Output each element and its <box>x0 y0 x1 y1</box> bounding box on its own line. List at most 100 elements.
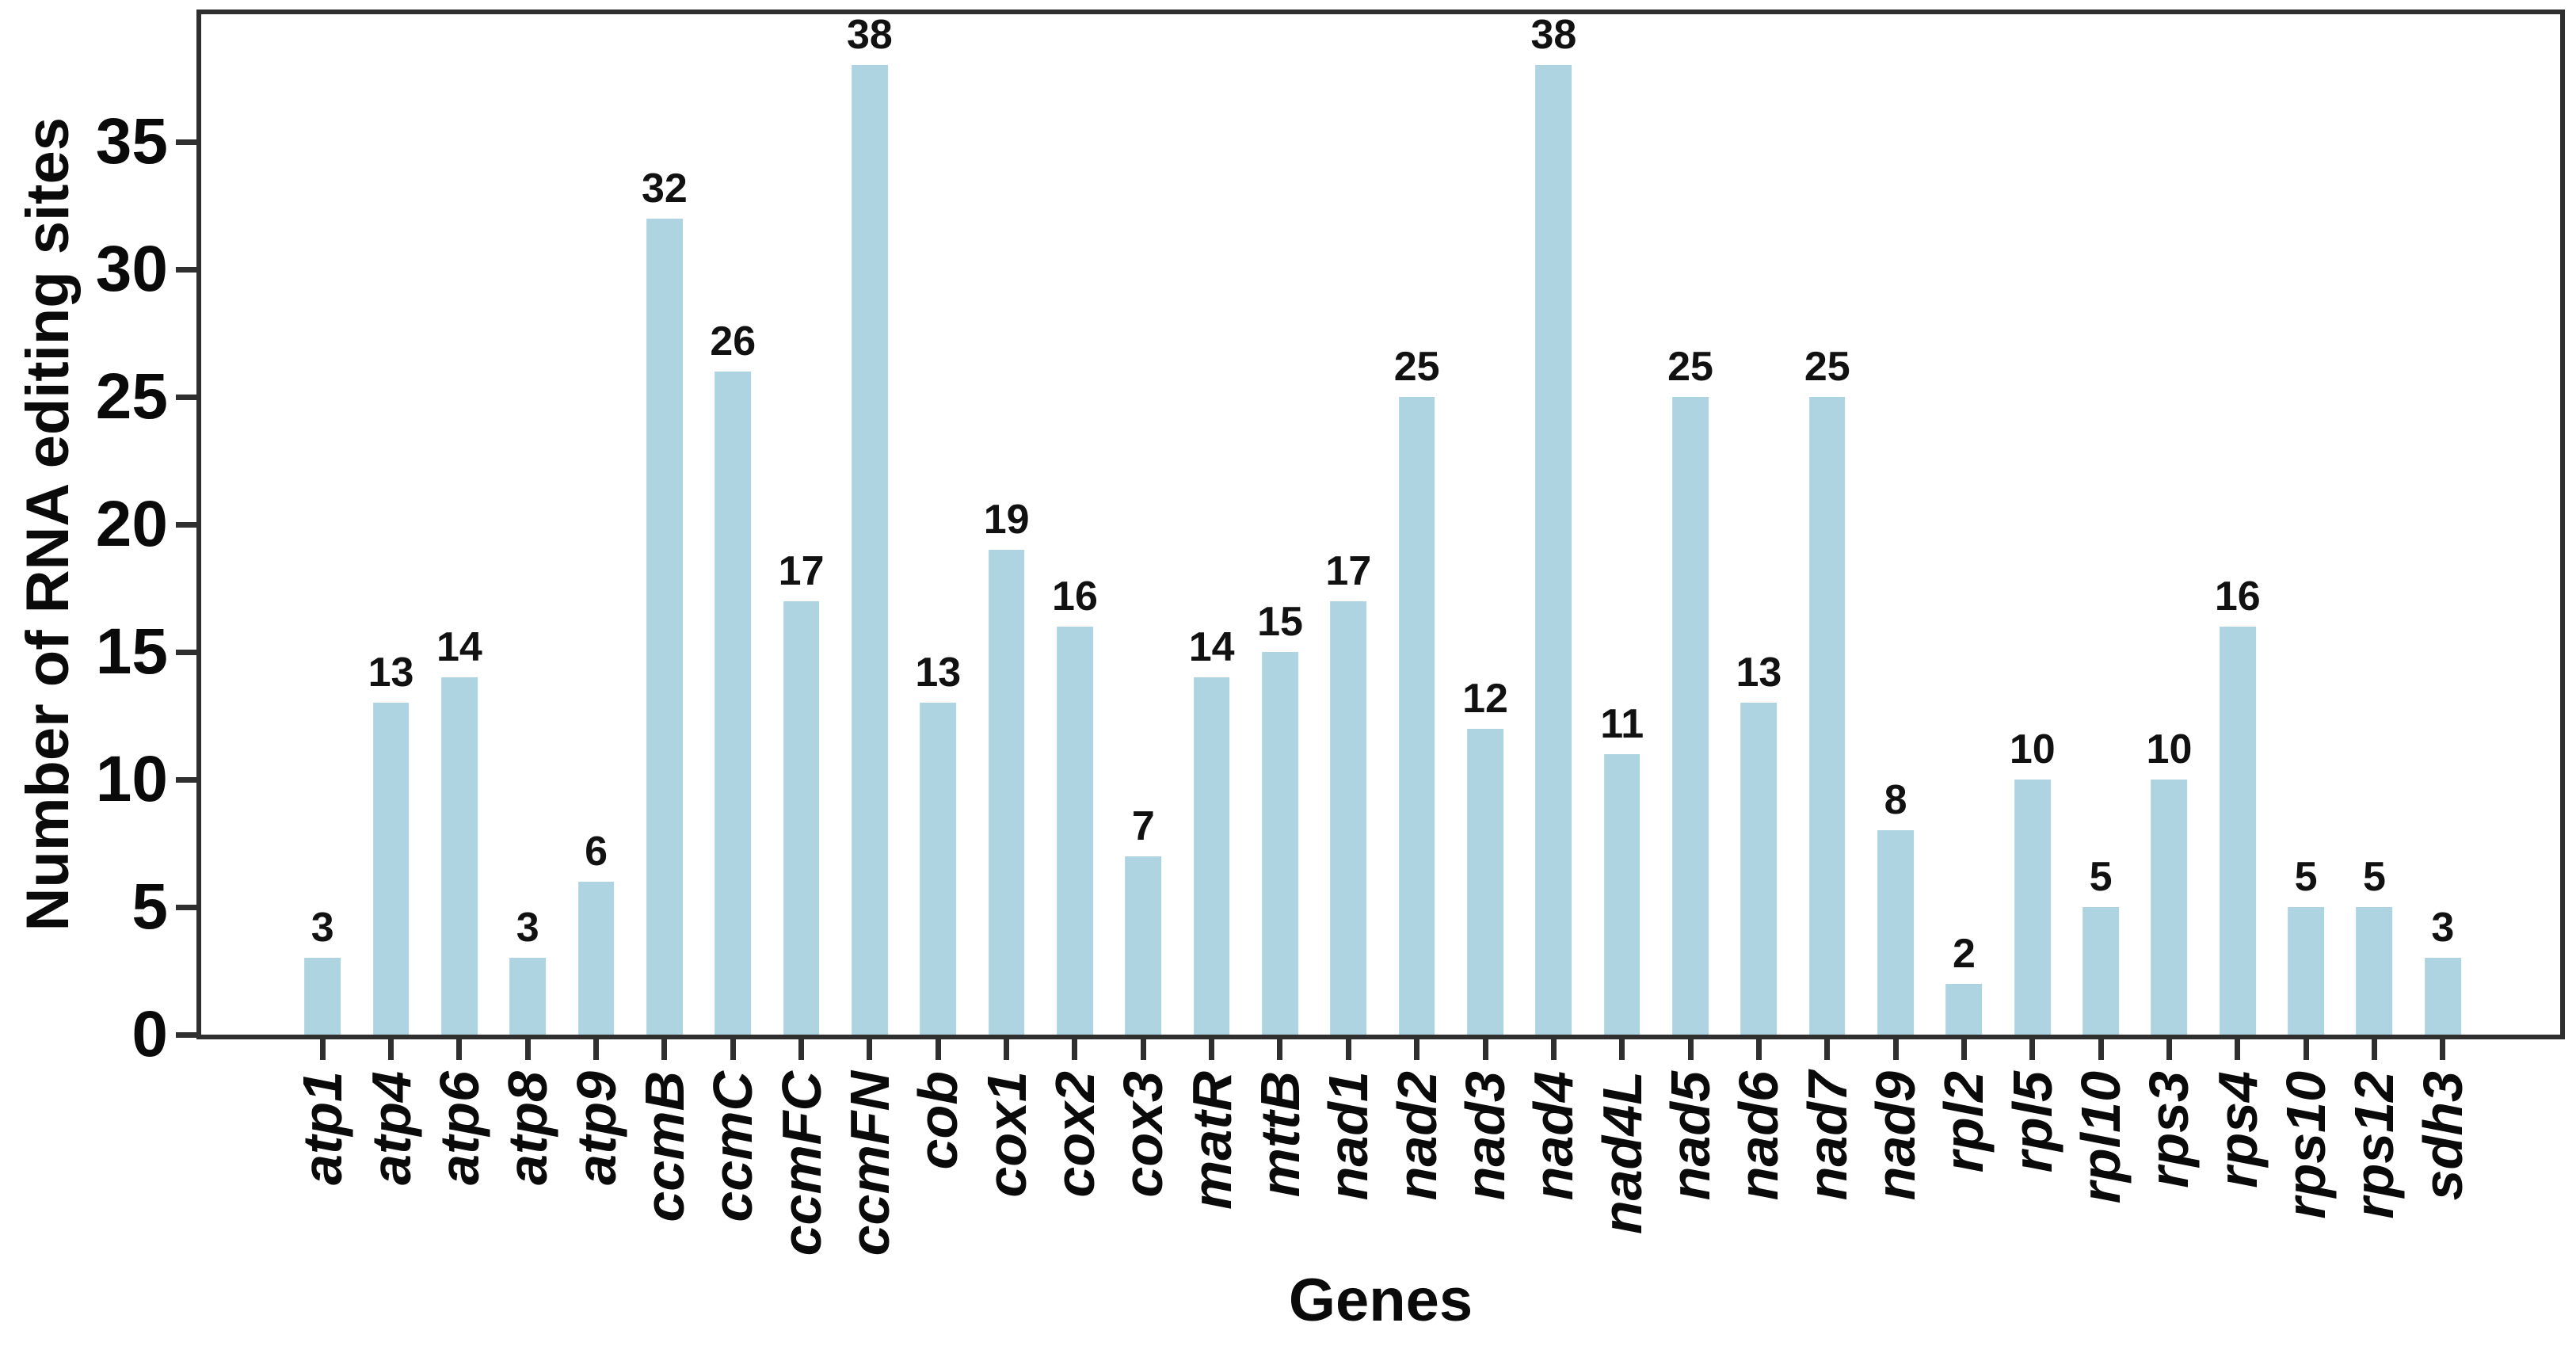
x-slot-rpl2: rpl2 <box>1930 1039 1998 1340</box>
bar-nad9 <box>1877 830 1914 1035</box>
x-tick-mark <box>388 1039 394 1060</box>
bar-atp6 <box>440 677 478 1035</box>
x-tick-mark <box>935 1039 941 1060</box>
x-tick-label-atp8: atp8 <box>497 1071 559 1185</box>
bar-nad4L <box>1603 753 1640 1035</box>
bar-slot-atp8: 3 <box>493 14 562 1035</box>
x-tick-mark <box>1619 1039 1625 1060</box>
x-slot-nad1: nad1 <box>1314 1039 1382 1340</box>
x-tick-mark <box>2235 1039 2241 1060</box>
bar-value-label-nad9: 8 <box>1884 777 1907 824</box>
bar-nad6 <box>1740 703 1778 1035</box>
x-tick-mark <box>867 1039 873 1060</box>
y-tick-mark <box>176 904 196 910</box>
bar-value-label-ccmB: 32 <box>641 165 688 212</box>
bar-matR <box>1193 677 1230 1035</box>
bar-value-label-ccmC: 26 <box>710 318 756 364</box>
bar-value-label-atp6: 14 <box>436 624 482 671</box>
bar-value-label-rps4: 16 <box>2214 573 2261 620</box>
x-tick-label-nad9: nad9 <box>1865 1071 1927 1201</box>
bar-value-label-atp8: 3 <box>516 905 539 951</box>
x-slot-nad4: nad4 <box>1519 1039 1587 1340</box>
bar-nad3 <box>1467 728 1503 1035</box>
bar-slot-rpl10: 5 <box>2067 14 2135 1035</box>
x-tick-mark <box>2371 1039 2377 1060</box>
x-slot-nad7: nad7 <box>1793 1039 1862 1340</box>
x-tick-mark <box>2440 1039 2446 1060</box>
bar-slot-cox3: 7 <box>1109 14 1177 1035</box>
bar-value-label-atp9: 6 <box>585 828 608 875</box>
bar-slot-cox2: 16 <box>1041 14 1109 1035</box>
bar-cox1 <box>988 550 1025 1035</box>
x-slot-nad3: nad3 <box>1451 1039 1519 1340</box>
bar-slot-ccmC: 26 <box>699 14 767 1035</box>
x-tick-label-nad4: nad4 <box>1522 1071 1585 1201</box>
bar-slot-nad3: 12 <box>1451 14 1519 1035</box>
x-tick-label-ccmB: ccmB <box>633 1071 695 1222</box>
x-slot-ccmFC: ccmFC <box>767 1039 835 1340</box>
bar-cob <box>920 703 957 1035</box>
bar-slot-ccmFC: 17 <box>767 14 835 1035</box>
bar-rpl5 <box>2014 780 2051 1035</box>
bar-slot-nad5: 25 <box>1656 14 1724 1035</box>
x-tick-label-nad5: nad5 <box>1660 1071 1722 1201</box>
bar-ccmFN <box>852 65 888 1035</box>
y-tick-label-30: 30 <box>95 233 168 305</box>
x-slot-rpl5: rpl5 <box>1999 1039 2067 1340</box>
x-slot-atp9: atp9 <box>562 1039 630 1340</box>
bar-rpl2 <box>1945 983 1983 1035</box>
x-tick-mark <box>1277 1039 1283 1060</box>
bar-value-label-ccmFC: 17 <box>778 547 825 594</box>
x-tick-mark <box>593 1039 600 1060</box>
x-slot-nad6: nad6 <box>1724 1039 1793 1340</box>
x-tick-mark <box>1414 1039 1420 1060</box>
x-tick-label-atp6: atp6 <box>428 1071 490 1185</box>
bar-slot-matR: 14 <box>1177 14 1245 1035</box>
bar-slot-rps10: 5 <box>2272 14 2340 1035</box>
x-tick-label-ccmFN: ccmFN <box>838 1071 901 1256</box>
x-tick-mark <box>798 1039 805 1060</box>
x-tick-mark <box>661 1039 668 1060</box>
y-tick-label-5: 5 <box>131 871 168 943</box>
x-slot-nad5: nad5 <box>1656 1039 1724 1340</box>
x-tick-label-ccmC: ccmC <box>702 1071 764 1222</box>
y-tick-label-35: 35 <box>95 105 168 177</box>
bar-nad1 <box>1330 600 1367 1035</box>
x-tick-mark <box>2166 1039 2172 1060</box>
x-tick-mark <box>1687 1039 1694 1060</box>
bar-value-label-cox2: 16 <box>1052 573 1098 620</box>
y-tick-label-25: 25 <box>95 360 168 433</box>
x-tick-label-nad7: nad7 <box>1796 1071 1858 1201</box>
bar-sdh3 <box>2424 958 2461 1035</box>
bar-slot-nad6: 13 <box>1724 14 1793 1035</box>
y-tick-mark <box>176 521 196 528</box>
x-tick-label-rps12: rps12 <box>2343 1071 2406 1219</box>
bar-value-label-rps12: 5 <box>2363 854 2386 900</box>
x-tick-label-rps10: rps10 <box>2275 1071 2338 1219</box>
bar-ccmFC <box>783 600 820 1035</box>
x-tick-mark <box>1004 1039 1010 1060</box>
bar-slot-cob: 13 <box>904 14 972 1035</box>
bar-slot-rps3: 10 <box>2135 14 2203 1035</box>
x-tick-label-matR: matR <box>1180 1071 1243 1210</box>
bar-slot-rps4: 16 <box>2204 14 2272 1035</box>
x-slot-rps3: rps3 <box>2135 1039 2203 1340</box>
x-slot-cob: cob <box>904 1039 972 1340</box>
bar-value-label-ccmFN: 38 <box>847 12 893 59</box>
bar-rps4 <box>2219 626 2256 1035</box>
x-tick-label-ccmFC: ccmFC <box>770 1071 833 1256</box>
x-tick-label-rpl5: rpl5 <box>2001 1071 2063 1173</box>
bars-row: 3 13 14 3 6 32 26 17 38 13 19 16 7 14 15 17 25 12 38 11 25 13… <box>201 14 2560 1035</box>
bar-atp8 <box>509 958 547 1035</box>
bar-value-label-nad2: 25 <box>1393 344 1440 390</box>
x-slot-atp1: atp1 <box>288 1039 356 1340</box>
bar-rps10 <box>2288 907 2325 1035</box>
y-tick-mark <box>176 649 196 655</box>
x-tick-label-atp4: atp4 <box>360 1071 422 1185</box>
x-axis-title: Genes <box>1288 1267 1473 1334</box>
x-tick-label-cob: cob <box>907 1071 970 1170</box>
bar-slot-atp1: 3 <box>288 14 356 1035</box>
x-tick-mark <box>456 1039 463 1060</box>
x-slot-mttB: mttB <box>1246 1039 1314 1340</box>
bar-value-label-mttB: 15 <box>1257 599 1303 645</box>
